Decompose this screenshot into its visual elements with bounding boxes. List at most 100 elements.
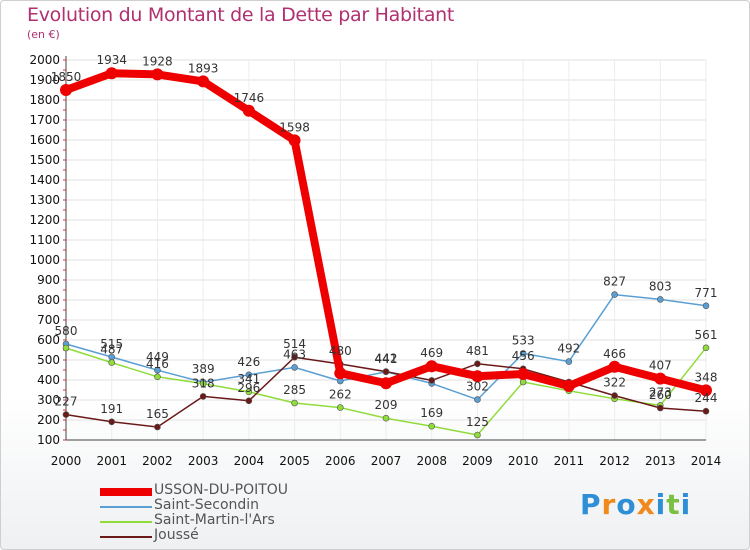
y-tick-label: 700 (37, 313, 60, 327)
data-point-jouss- (656, 404, 664, 412)
data-label-usson-du-poitou: 1850 (51, 70, 82, 84)
y-tick-label: 400 (37, 373, 60, 387)
data-label-saint-secondin: 580 (55, 324, 78, 338)
data-point-saint-martin-l-ars (245, 388, 253, 396)
legend-swatch (100, 521, 152, 523)
data-label-jouss-: 318 (192, 376, 215, 390)
y-tick-label: 600 (37, 333, 60, 347)
legend-label: Saint-Secondin (154, 497, 260, 513)
data-label-saint-secondin: 515 (100, 337, 123, 351)
data-label-saint-martin-l-ars: 285 (283, 383, 306, 397)
y-tick-label: 1500 (29, 153, 60, 167)
data-label-saint-secondin: 492 (557, 342, 580, 356)
legend-label: Saint-Martin-l'Ars (154, 512, 275, 528)
data-point-saint-secondin (656, 296, 664, 303)
data-label-usson-du-poitou: 348 (695, 370, 718, 384)
legend-label: USSON-DU-POITOU (154, 482, 289, 498)
data-label-jouss-: 481 (466, 344, 489, 358)
data-label-saint-secondin: 463 (283, 347, 306, 361)
data-point-usson-du-poitou (197, 75, 210, 88)
data-point-usson-du-poitou (151, 68, 164, 81)
logo-letter: i (655, 488, 667, 521)
data-point-jouss- (245, 397, 253, 405)
data-point-usson-du-poitou (700, 384, 712, 397)
data-point-usson-du-poitou (334, 367, 347, 380)
y-tick-label: 200 (37, 413, 60, 427)
y-tick-label: 100 (37, 433, 60, 447)
legend-swatch (100, 506, 152, 508)
data-point-saint-martin-l-ars (62, 344, 70, 352)
x-tick-label: 2000 (51, 454, 82, 468)
data-label-jouss-: 480 (329, 344, 352, 358)
x-tick-label: 2007 (371, 454, 402, 468)
data-point-usson-du-poitou (105, 67, 118, 80)
x-tick-label: 2006 (325, 454, 356, 468)
logo-letter: o (616, 488, 637, 521)
data-point-usson-du-poitou (562, 380, 575, 392)
data-point-usson-du-poitou (60, 84, 72, 96)
data-label-usson-du-poitou: 1928 (142, 54, 173, 68)
data-point-saint-secondin (702, 302, 710, 310)
data-point-usson-du-poitou (608, 360, 621, 373)
data-label-saint-martin-l-ars: 561 (695, 328, 718, 342)
data-point-saint-secondin (154, 366, 161, 374)
x-tick-label: 2003 (188, 454, 219, 468)
data-label-jouss-: 322 (603, 376, 626, 390)
x-tick-label: 2013 (645, 454, 676, 468)
data-point-saint-martin-l-ars (428, 422, 436, 430)
logo-letter: r (601, 488, 617, 521)
data-point-saint-secondin (245, 371, 253, 379)
y-tick-label: 1700 (29, 113, 60, 127)
data-label-saint-secondin: 449 (146, 350, 169, 364)
y-tick-label: 500 (37, 353, 60, 367)
data-label-saint-martin-l-ars: 273 (649, 385, 672, 399)
data-point-saint-martin-l-ars (702, 344, 710, 352)
y-tick-label: 1200 (29, 213, 60, 227)
legend-swatch (100, 536, 152, 538)
data-point-jouss- (474, 360, 481, 368)
data-point-saint-martin-l-ars (154, 373, 161, 381)
data-label-usson-du-poitou: 1893 (188, 61, 219, 75)
data-point-usson-du-poitou (288, 134, 301, 147)
data-label-usson-du-poitou: 1934 (96, 53, 127, 67)
data-label-saint-martin-l-ars: 125 (466, 415, 489, 429)
data-point-jouss- (428, 377, 436, 384)
data-label-saint-secondin: 302 (466, 380, 489, 394)
data-point-usson-du-poitou (517, 368, 530, 380)
y-tick-label: 2000 (29, 53, 60, 67)
data-label-saint-secondin: 441 (375, 352, 398, 366)
data-label-jouss-: 442 (375, 352, 398, 366)
x-tick-label: 2004 (234, 454, 265, 468)
y-tick-label: 1900 (29, 73, 60, 87)
data-point-usson-du-poitou (654, 372, 667, 385)
data-point-jouss- (108, 418, 116, 426)
data-point-jouss- (199, 393, 207, 400)
y-tick-label: 1100 (29, 233, 60, 247)
x-tick-label: 2005 (279, 454, 310, 468)
data-point-saint-martin-l-ars (199, 380, 207, 387)
x-tick-label: 2014 (691, 454, 722, 468)
data-label-saint-secondin: 533 (512, 333, 535, 347)
data-point-jouss- (611, 392, 618, 399)
data-label-jouss-: 227 (55, 395, 78, 409)
x-tick-label: 2002 (142, 454, 173, 468)
data-point-saint-secondin (291, 364, 298, 371)
data-label-saint-martin-l-ars: 262 (329, 388, 352, 402)
x-tick-label: 2012 (599, 454, 630, 468)
data-point-saint-martin-l-ars (291, 399, 298, 407)
data-point-usson-du-poitou (425, 360, 438, 373)
data-label-saint-martin-l-ars: 341 (237, 372, 260, 386)
data-label-jouss-: 296 (237, 381, 260, 395)
data-label-jouss-: 260 (649, 388, 672, 402)
data-label-jouss-: 514 (283, 337, 306, 351)
x-tick-label: 2001 (96, 454, 127, 468)
data-point-jouss- (291, 353, 298, 361)
y-tick-label: 300 (37, 393, 60, 407)
y-tick-label: 1600 (29, 133, 60, 147)
data-point-usson-du-poitou (380, 377, 392, 390)
data-point-usson-du-poitou (242, 104, 255, 117)
data-point-saint-secondin (519, 350, 527, 357)
y-tick-label: 900 (37, 273, 60, 287)
data-label-jouss-: 456 (512, 349, 535, 363)
data-point-saint-martin-l-ars (108, 359, 116, 366)
